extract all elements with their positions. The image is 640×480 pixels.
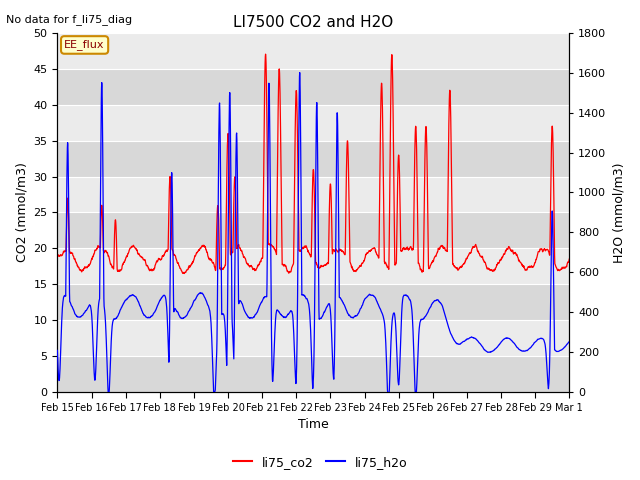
Bar — [58, 105, 570, 141]
Title: LI7500 CO2 and H2O: LI7500 CO2 and H2O — [233, 15, 394, 30]
X-axis label: Time: Time — [298, 419, 329, 432]
li75_h2o — [535, 336, 543, 342]
Bar — [58, 249, 570, 285]
Legend: li75_co2, li75_h2o: li75_co2, li75_h2o — [228, 451, 412, 474]
li75_h2o — [412, 390, 419, 396]
li75_h2o — [462, 337, 470, 343]
li75_co2 — [54, 252, 61, 258]
li75_co2 — [566, 256, 573, 262]
Bar — [58, 213, 570, 249]
Bar — [58, 33, 570, 69]
li75_co2 — [521, 265, 529, 271]
Bar — [58, 141, 570, 177]
li75_h2o — [521, 348, 529, 354]
li75_co2 — [262, 51, 269, 57]
Bar — [58, 321, 570, 357]
li75_co2 — [180, 271, 188, 276]
Y-axis label: CO2 (mmol/m3): CO2 (mmol/m3) — [15, 163, 28, 263]
li75_co2 — [196, 245, 204, 251]
li75_co2 — [328, 247, 336, 252]
Y-axis label: H2O (mmol/m3): H2O (mmol/m3) — [612, 162, 625, 263]
Bar — [58, 177, 570, 213]
Text: EE_flux: EE_flux — [65, 39, 105, 50]
li75_co2 — [339, 249, 347, 254]
Bar — [58, 285, 570, 321]
li75_h2o — [54, 348, 61, 353]
Bar — [58, 69, 570, 105]
Bar — [58, 357, 570, 393]
Line: li75_co2: li75_co2 — [58, 54, 570, 274]
Text: No data for f_li75_diag: No data for f_li75_diag — [6, 14, 132, 25]
li75_co2 — [462, 256, 470, 262]
li75_h2o — [339, 300, 347, 306]
li75_h2o — [196, 290, 204, 296]
li75_h2o — [296, 70, 303, 75]
Line: li75_h2o: li75_h2o — [58, 72, 570, 393]
li75_h2o — [328, 340, 336, 346]
li75_co2 — [535, 249, 543, 254]
li75_h2o — [566, 339, 573, 345]
